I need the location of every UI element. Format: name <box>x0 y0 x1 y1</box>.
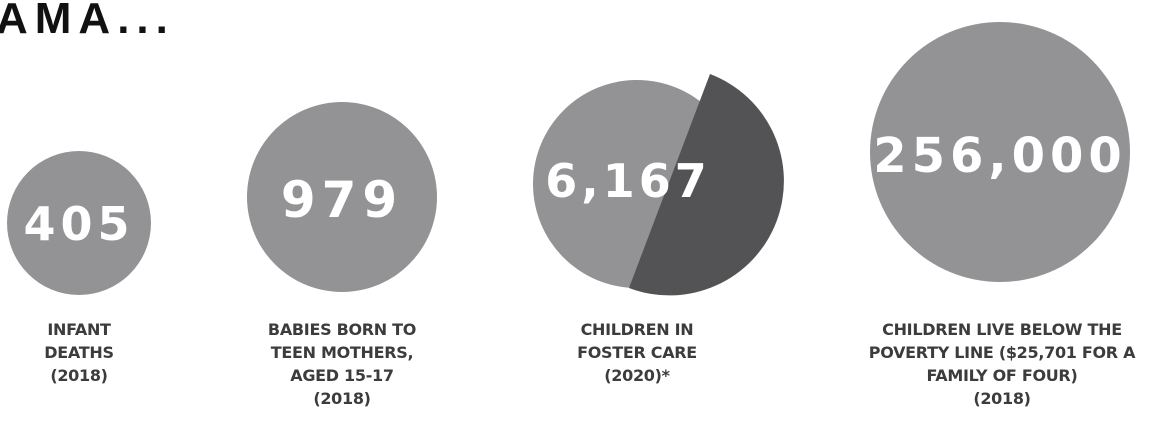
caption-line: (2018) <box>313 389 371 408</box>
teen-births-value: 979 <box>281 171 403 229</box>
caption-line: (2020)* <box>604 366 670 385</box>
caption-line: AGED 15-17 <box>290 366 394 385</box>
teen-births-caption: BABIES BORN TO TEEN MOTHERS, AGED 15-17 … <box>232 318 452 410</box>
caption-line: INFANT <box>47 320 111 339</box>
foster-care-caption: CHILDREN IN FOSTER CARE (2020)* <box>537 318 737 387</box>
poverty-circle <box>870 22 1130 282</box>
poverty-caption: CHILDREN LIVE BELOW THE POVERTY LINE ($2… <box>857 318 1147 410</box>
caption-line: FOSTER CARE <box>577 343 697 362</box>
foster-care-value: 6,167 <box>545 154 711 208</box>
caption-line: POVERTY LINE ($25,701 FOR A <box>868 343 1136 362</box>
foster-care-circle-dark-segment <box>629 74 784 296</box>
infant-deaths-value: 405 <box>23 197 134 251</box>
caption-line: CHILDREN IN <box>580 320 694 339</box>
caption-line: BABIES BORN TO <box>267 320 417 339</box>
page-heading: AMA... <box>0 0 175 43</box>
caption-line: (2018) <box>973 389 1031 408</box>
caption-line: DEATHS <box>44 343 114 362</box>
caption-line: (2018) <box>50 366 108 385</box>
caption-line: FAMILY OF FOUR) <box>926 366 1078 385</box>
infant-deaths-caption: INFANT DEATHS (2018) <box>4 318 154 387</box>
poverty-value: 256,000 <box>873 128 1127 184</box>
teen-births-circle <box>247 102 437 292</box>
infant-deaths-circle <box>7 151 151 295</box>
caption-line: CHILDREN LIVE BELOW THE <box>882 320 1122 339</box>
caption-line: TEEN MOTHERS, <box>270 343 414 362</box>
